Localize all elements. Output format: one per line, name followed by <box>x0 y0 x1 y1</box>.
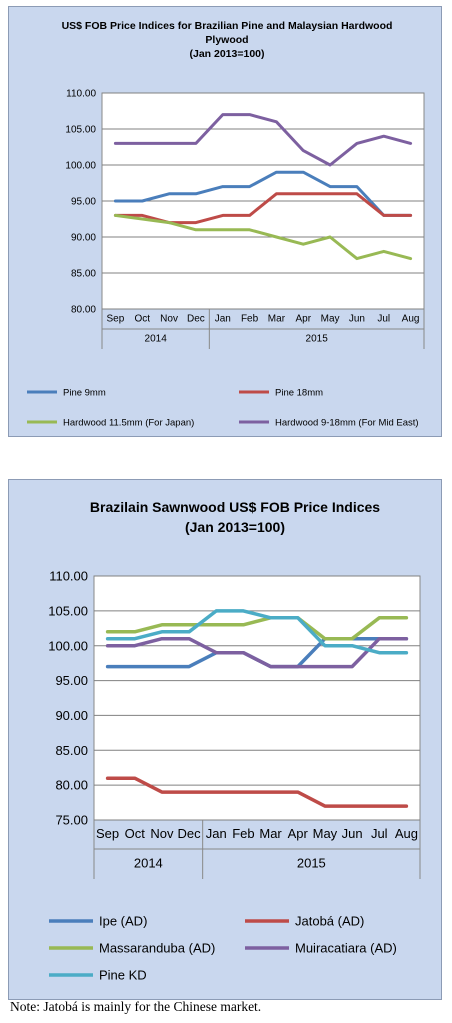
plot-area <box>93 575 421 821</box>
year-group-label: 2015 <box>306 333 329 344</box>
x-tick-label: Jun <box>349 313 365 324</box>
y-tick-label: 110.00 <box>66 89 96 100</box>
x-tick-label: Feb <box>232 826 254 841</box>
year-group-label: 2015 <box>297 856 326 871</box>
series-line <box>113 213 413 261</box>
series-line <box>113 113 413 167</box>
x-tick-label: Nov <box>160 313 178 324</box>
legend-label: Pine 18mm <box>275 387 323 398</box>
chart-title-line-3: (Jan 2013=100) <box>189 48 264 60</box>
legend-label: Ipe (AD) <box>99 914 147 929</box>
y-tick-label: 100.00 <box>65 161 96 172</box>
x-tick-label: Sep <box>96 826 119 841</box>
x-tick-label: Apr <box>295 313 311 324</box>
legend-label: Jatobá (AD) <box>295 914 364 929</box>
series-line <box>105 609 409 655</box>
chart-title-line-1: US$ FOB Price Indices for Brazilian Pine… <box>62 20 393 32</box>
legend-label: Hardwood 9-18mm (For Mid East) <box>275 417 419 428</box>
sawnwood-chart: Brazilain Sawnwood US$ FOB Price Indices… <box>48 499 421 983</box>
x-tick-label: Dec <box>178 826 202 841</box>
y-tick-label: 110.00 <box>49 569 88 584</box>
series-line <box>105 776 409 808</box>
x-tick-label: Aug <box>395 826 418 841</box>
y-tick-label: 90.00 <box>55 708 88 723</box>
x-tick-label: May <box>321 313 340 324</box>
x-tick-label: Mar <box>259 826 282 841</box>
x-tick-label: Sep <box>107 313 125 324</box>
chart-title-line-2: (Jan 2013=100) <box>185 519 285 535</box>
y-tick-label: 100.00 <box>48 638 88 653</box>
x-tick-label: Aug <box>402 313 420 324</box>
legend-label: Hardwood 11.5mm (For Japan) <box>63 417 194 428</box>
y-tick-label: 80.00 <box>71 305 96 316</box>
chart-title-line-1: Brazilain Sawnwood US$ FOB Price Indices <box>90 499 380 515</box>
y-tick-label: 95.00 <box>55 673 88 688</box>
x-tick-label: Apr <box>288 826 309 841</box>
series-line <box>105 636 409 669</box>
legend-label: Muiracatiara (AD) <box>295 941 397 956</box>
y-tick-label: 75.00 <box>55 813 88 828</box>
x-tick-label: Oct <box>134 313 150 324</box>
chart-title-line-2: Plywood <box>205 34 248 46</box>
x-tick-label: Feb <box>241 313 259 324</box>
x-tick-label: Oct <box>125 826 146 841</box>
plywood-chart-panel: US$ FOB Price Indices for Brazilian Pine… <box>8 6 442 437</box>
x-tick-label: Jul <box>371 826 388 841</box>
sawnwood-chart-panel: Brazilain Sawnwood US$ FOB Price Indices… <box>8 479 442 1000</box>
year-group-label: 2014 <box>134 856 163 871</box>
x-tick-label: Nov <box>150 826 174 841</box>
series-line <box>113 170 413 217</box>
legend-label: Massaranduba (AD) <box>99 941 215 956</box>
x-tick-label: Mar <box>268 313 286 324</box>
x-tick-label: Jan <box>215 313 231 324</box>
legend-label: Pine KD <box>99 968 147 983</box>
y-tick-label: 105.00 <box>65 125 96 136</box>
y-tick-label: 85.00 <box>71 269 96 280</box>
x-tick-label: Jan <box>206 826 227 841</box>
footnote: Note: Jatobá is mainly for the Chinese m… <box>10 999 262 1014</box>
x-tick-label: Jul <box>377 313 390 324</box>
series-line <box>105 616 409 641</box>
y-tick-label: 90.00 <box>71 233 96 244</box>
y-tick-label: 85.00 <box>55 743 88 758</box>
x-tick-label: May <box>313 826 338 841</box>
y-tick-label: 95.00 <box>71 197 96 208</box>
x-tick-label: Dec <box>187 313 205 324</box>
x-tick-label: Jun <box>342 826 363 841</box>
legend-label: Pine 9mm <box>63 387 106 398</box>
plywood-chart: US$ FOB Price Indices for Brazilian Pine… <box>27 20 425 428</box>
y-tick-label: 105.00 <box>48 603 88 618</box>
year-group-label: 2014 <box>145 333 168 344</box>
y-tick-label: 80.00 <box>55 778 88 793</box>
